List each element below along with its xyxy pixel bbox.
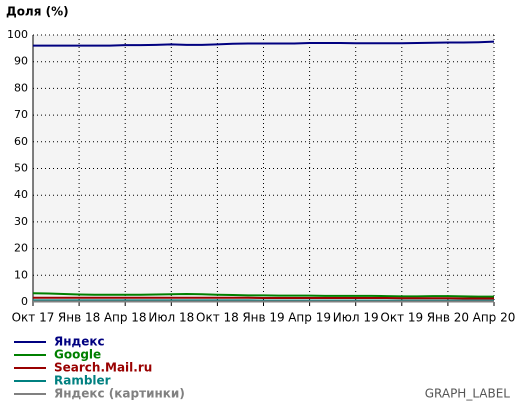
x-tick-label: Апр 20: [473, 311, 516, 325]
x-tick-label: Янв 19: [242, 311, 284, 325]
legend-label: Rambler: [54, 374, 111, 388]
y-tick-label: 50: [14, 162, 28, 175]
y-tick-label: 60: [14, 135, 28, 148]
y-axis-label: Доля (%): [6, 5, 69, 19]
y-tick-label: 80: [14, 81, 28, 94]
x-tick-label: Апр 18: [104, 311, 147, 325]
legend-label: Яндекс (картинки): [54, 387, 185, 401]
series-line: [33, 40, 495, 47]
x-tick-label: Янв 18: [58, 311, 100, 325]
x-tick-label: Янв 20: [427, 311, 469, 325]
legend-label: Search.Mail.ru: [54, 361, 152, 375]
x-tick-label: Июл 18: [148, 311, 194, 325]
series-line: [32, 292, 494, 298]
x-tick-label: Апр 19: [288, 311, 331, 325]
legend-label: Яндекс: [54, 335, 105, 349]
y-tick-label: 10: [14, 268, 28, 281]
caption: GRAPH_LABEL: [425, 387, 511, 401]
series-line: [33, 296, 494, 300]
y-tick-label: 30: [14, 215, 28, 228]
x-tick-label: Июл 19: [333, 311, 379, 325]
y-tick-label: 0: [21, 295, 28, 308]
y-tick-label: 100: [7, 28, 28, 41]
y-tick-label: 90: [14, 55, 28, 68]
y-tick-label: 20: [14, 242, 28, 255]
x-tick-label: Окт 17: [12, 311, 55, 325]
legend-label: Google: [54, 348, 101, 362]
x-tick-label: Окт 19: [380, 311, 423, 325]
y-tick-label: 70: [14, 108, 28, 121]
y-tick-label: 40: [14, 188, 28, 201]
x-tick-label: Окт 18: [196, 311, 239, 325]
